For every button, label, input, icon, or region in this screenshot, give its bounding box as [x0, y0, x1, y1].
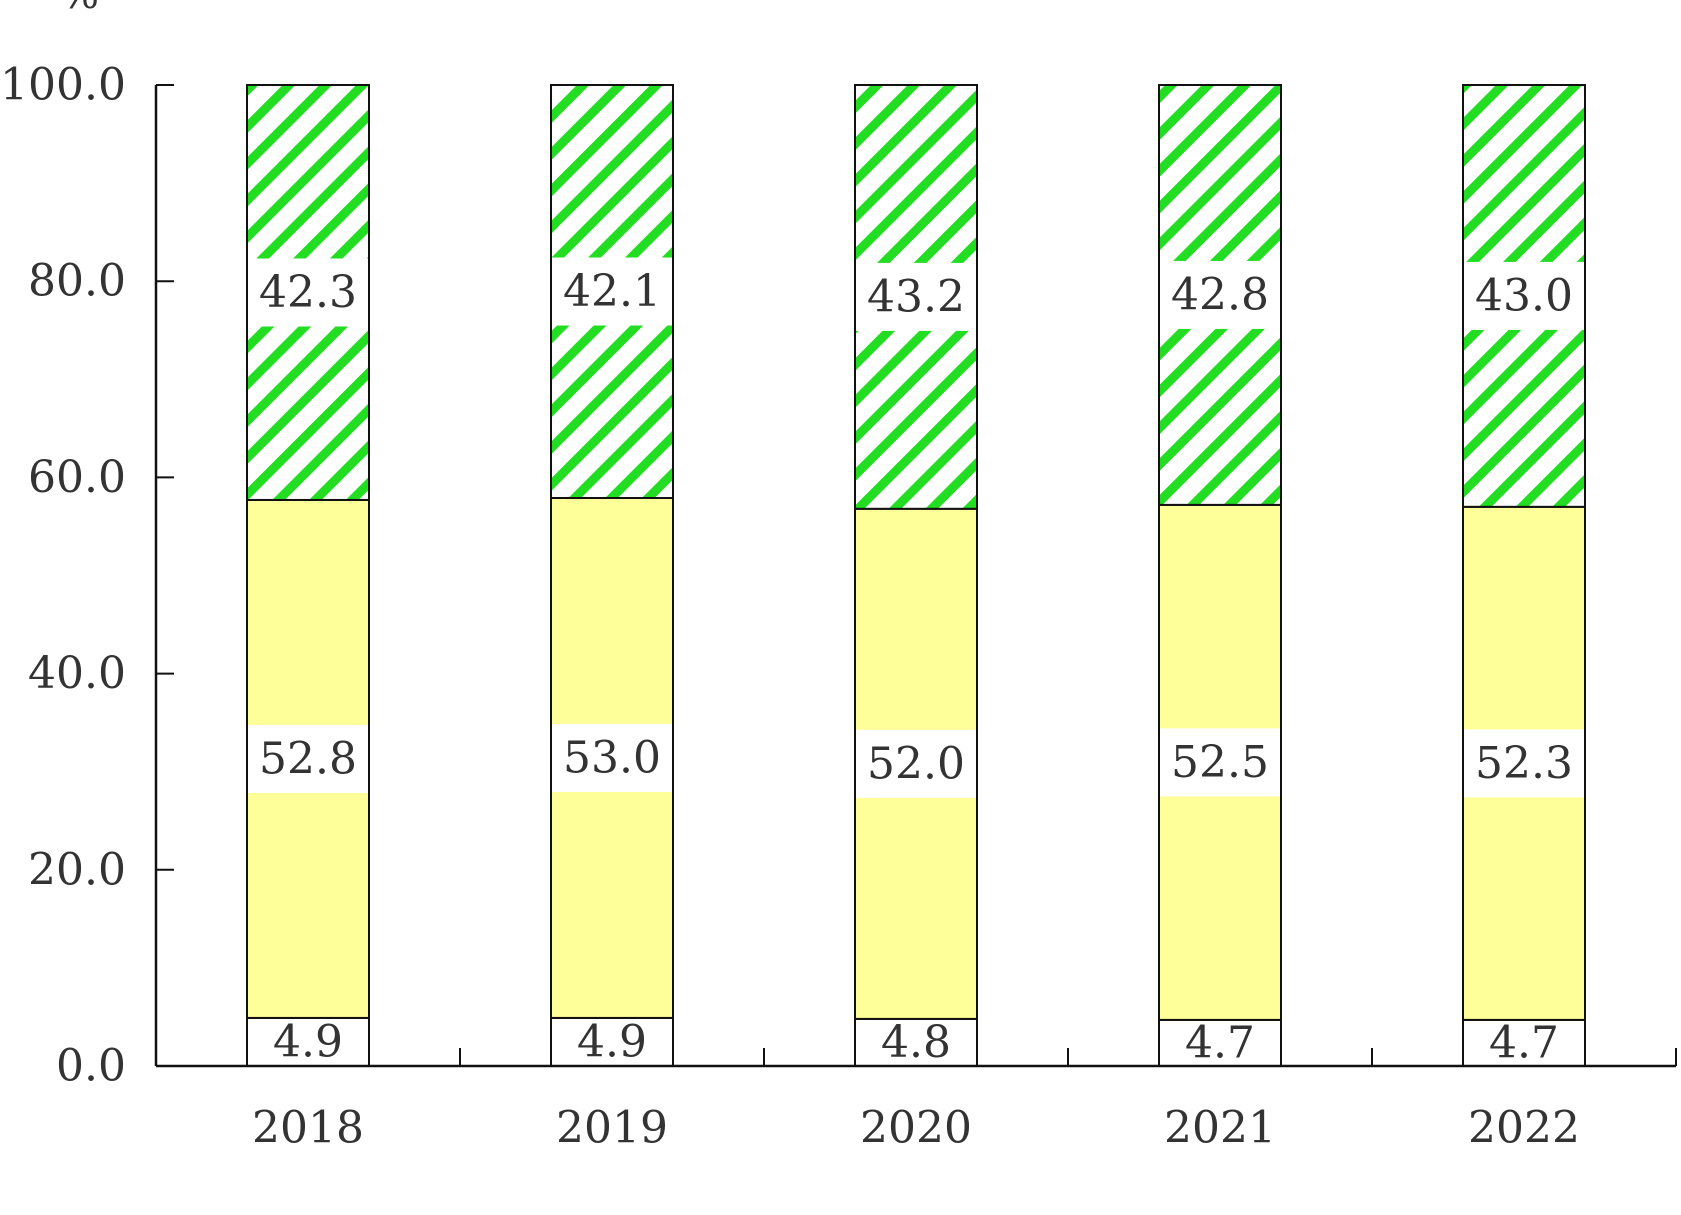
- bar-segment: [854, 1017, 978, 1067]
- y-tick-label: 80.0: [28, 256, 126, 307]
- data-label-background: [1160, 260, 1280, 329]
- y-tick-label: 0.0: [56, 1041, 126, 1092]
- y-tick-label: 40.0: [28, 648, 126, 699]
- data-label: 4.8: [881, 1017, 951, 1068]
- data-label: 52.3: [1475, 738, 1573, 789]
- y-tick-label: 20.0: [28, 844, 126, 895]
- data-label-background: [552, 257, 672, 326]
- x-tick-label: 2021: [1164, 1103, 1276, 1154]
- data-label: 52.0: [867, 738, 965, 789]
- y-tick-label: 100.0: [0, 60, 126, 111]
- data-label-background: [1464, 261, 1584, 330]
- data-label: 52.5: [1171, 737, 1269, 788]
- data-label: 4.9: [577, 1016, 647, 1067]
- y-tick-label: 60.0: [28, 452, 126, 503]
- bar-segment: [246, 1016, 370, 1068]
- data-label: 42.8: [1171, 269, 1269, 320]
- data-label: 4.9: [273, 1016, 343, 1067]
- data-label: 43.0: [1475, 270, 1573, 321]
- x-tick-label: 2019: [556, 1103, 668, 1154]
- data-label: 42.3: [259, 267, 357, 318]
- data-label-background: [1160, 728, 1280, 797]
- bar-segment: [1462, 1018, 1586, 1068]
- x-tick-label: 2022: [1468, 1103, 1580, 1154]
- data-label-background: [856, 262, 976, 331]
- data-label-background: [856, 729, 976, 798]
- data-label: 52.8: [259, 733, 357, 784]
- x-tick-label: 2018: [252, 1103, 364, 1154]
- bar-segment: [1158, 1018, 1282, 1068]
- data-label-background: [1464, 729, 1584, 798]
- data-label: 4.7: [1489, 1017, 1559, 1068]
- data-label: 43.2: [867, 271, 965, 322]
- data-label-background: [248, 724, 368, 793]
- data-label: 4.7: [1185, 1017, 1255, 1068]
- x-tick-label: 2020: [860, 1103, 972, 1154]
- data-label: 53.0: [563, 732, 661, 783]
- data-label-background: [248, 258, 368, 327]
- data-label-background: [552, 723, 672, 792]
- y-unit-label: %: [61, 0, 99, 18]
- data-label: 42.1: [563, 266, 661, 317]
